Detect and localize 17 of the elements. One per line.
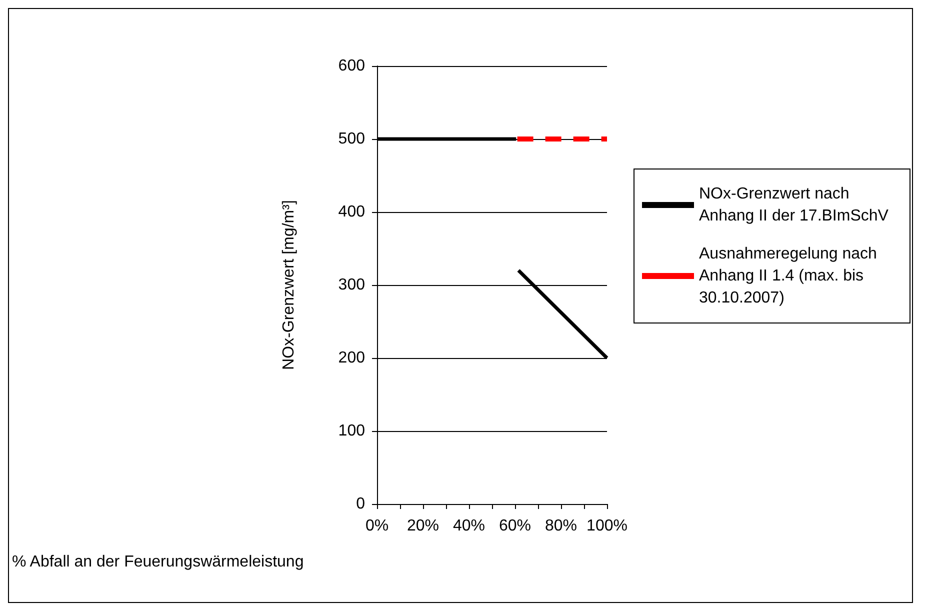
y-tick-label: 600 [338,58,366,74]
x-tick-label: 80% [544,518,578,534]
y-tick-label: 100 [338,422,366,440]
x-tick-label: 0% [365,518,389,534]
legend-label: NOx-Grenzwert nach Anhang II der 17.BImSchV [699,186,889,224]
y-tick-label: 300 [338,276,366,294]
y-axis-title: NOx-Grenzwert [mg/m³] [280,200,298,370]
x-tick-label: 60% [498,518,532,534]
x-axis-title: % Abfall an der Feuerungswärmeleistung [12,554,304,570]
y-tick-label: 500 [338,130,366,148]
x-tick-label: 20% [406,518,440,534]
y-tick-label: 0 [356,496,366,512]
y-tick-label: 400 [338,204,366,220]
x-tick-label: 40% [452,518,486,534]
x-tick-label: 100% [586,518,628,534]
legend-label: Ausnahmeregelung nach Anhang II 1.4 (max. bis 30.10.2007) [699,246,882,306]
y-tick-label: 200 [338,350,366,366]
